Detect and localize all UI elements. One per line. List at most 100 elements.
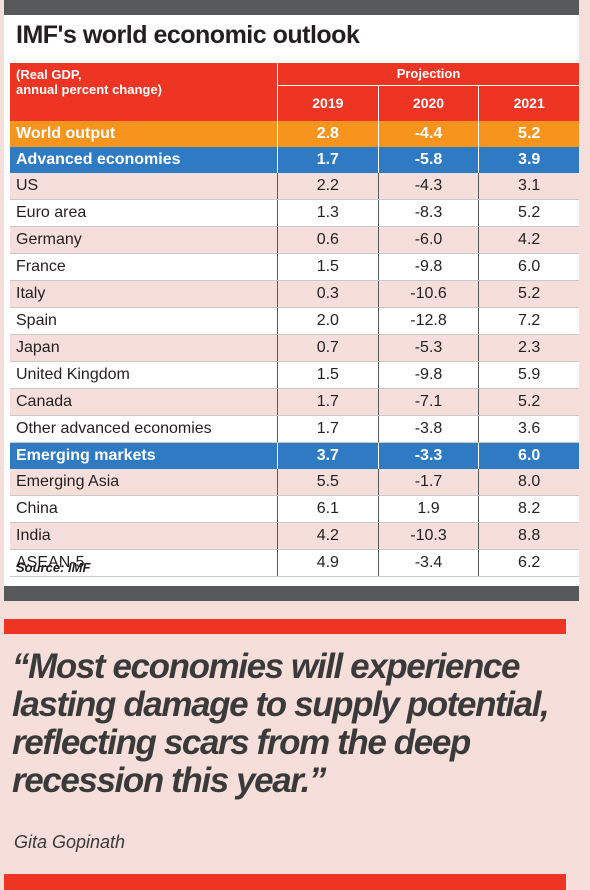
row-label: Emerging Asia [16,473,120,490]
row-value-2020: -3.3 [377,443,479,469]
quote-top-accent-bar [4,619,566,634]
row-value-2020: -5.3 [377,335,479,361]
row-label: Canada [16,393,73,410]
year-headers: 2019 2020 2021 [278,86,579,121]
bottom-divider-bar [4,586,579,601]
quote-bottom-accent-bar [4,874,566,890]
header-label-line1: (Real GDP, [16,67,82,82]
table-row: India 4.2 -10.3 8.8 [10,523,579,550]
row-value-2020: -3.4 [377,550,479,576]
row-value-2021: 3.1 [478,173,579,199]
row-value-2021: 8.0 [478,469,579,495]
row-value-2021: 5.2 [478,389,579,415]
row-value-2021: 5.2 [478,121,579,147]
row-value-2020: -10.6 [377,281,479,307]
row-value-2021: 4.2 [478,227,579,253]
table-row: US 2.2 -4.3 3.1 [10,173,579,200]
row-label: France [16,258,66,275]
year-header-2021: 2021 [478,86,579,121]
table-row: Emerging markets 3.7 -3.3 6.0 [10,443,579,469]
row-value-2019: 2.8 [277,121,378,147]
year-header-2020: 2020 [377,86,479,121]
row-value-2019: 0.7 [277,335,378,361]
row-value-2021: 3.9 [478,147,579,173]
row-label: World output [16,125,116,142]
table-row: Italy 0.3 -10.6 5.2 [10,281,579,308]
row-value-2020: -1.7 [377,469,479,495]
row-value-2020: -10.3 [377,523,479,549]
table-row: United Kingdom 1.5 -9.8 5.9 [10,362,579,389]
outlook-table-card: IMF's world economic outlook (Real GDP, … [4,15,579,586]
row-value-2021: 6.0 [478,443,579,469]
row-value-2021: 6.0 [478,254,579,280]
row-label: Spain [16,312,57,329]
table-row: Emerging Asia 5.5 -1.7 8.0 [10,469,579,496]
row-value-2019: 4.9 [277,550,378,576]
top-divider-bar [4,0,579,15]
row-label: Italy [16,285,46,302]
row-label: Euro area [16,204,87,221]
pull-quote: “Most economies will experience lasting … [12,647,550,800]
row-value-2019: 5.5 [277,469,378,495]
row-value-2020: -8.3 [377,200,479,226]
row-value-2020: -6.0 [377,227,479,253]
row-value-2019: 4.2 [277,523,378,549]
table-row: ASEAN-5 4.9 -3.4 6.2 [10,550,579,577]
table-row: China 6.1 1.9 8.2 [10,496,579,523]
header-label-line2: annual percent change) [16,82,162,97]
header-label: (Real GDP, annual percent change) [10,63,277,121]
row-value-2020: -9.8 [377,362,479,388]
row-value-2020: 1.9 [377,496,479,522]
projection-title: Projection [278,63,579,86]
row-value-2019: 1.3 [277,200,378,226]
row-value-2020: -5.8 [377,147,479,173]
row-value-2019: 1.7 [277,416,378,442]
table-row: Japan 0.7 -5.3 2.3 [10,335,579,362]
row-label: Emerging markets [16,447,156,464]
table-row: Spain 2.0 -12.8 7.2 [10,308,579,335]
row-label: Japan [16,339,60,356]
row-value-2019: 2.0 [277,308,378,334]
page-title: IMF's world economic outlook [16,21,360,49]
row-label: China [16,500,58,517]
row-value-2019: 1.7 [277,389,378,415]
row-value-2020: -9.8 [377,254,479,280]
table-row: Euro area 1.3 -8.3 5.2 [10,200,579,227]
table-row: Other advanced economies 1.7 -3.8 3.6 [10,416,579,443]
row-value-2020: -4.3 [377,173,479,199]
row-value-2021: 2.3 [478,335,579,361]
table-row: Canada 1.7 -7.1 5.2 [10,389,579,416]
row-label: India [16,527,51,544]
row-value-2020: -3.8 [377,416,479,442]
table-row: Advanced economies 1.7 -5.8 3.9 [10,147,579,173]
row-value-2021: 6.2 [478,550,579,576]
quote-author: Gita Gopinath [14,832,126,852]
row-value-2021: 5.2 [478,200,579,226]
table-body: World output 2.8 -4.4 5.2 Advanced economies… [10,121,579,577]
row-value-2019: 3.7 [277,443,378,469]
row-value-2021: 8.8 [478,523,579,549]
row-value-2020: -7.1 [377,389,479,415]
row-value-2021: 5.9 [478,362,579,388]
row-label: Other advanced economies [16,420,212,437]
row-value-2019: 1.5 [277,362,378,388]
row-value-2021: 7.2 [478,308,579,334]
row-value-2021: 8.2 [478,496,579,522]
row-value-2019: 6.1 [277,496,378,522]
row-label: Advanced economies [16,151,181,168]
year-header-2019: 2019 [312,95,344,111]
row-value-2019: 2.2 [277,173,378,199]
row-value-2021: 5.2 [478,281,579,307]
table-row: France 1.5 -9.8 6.0 [10,254,579,281]
row-label: US [16,177,39,194]
row-label: Germany [16,231,82,248]
source-note: Source: IMF [16,560,91,575]
row-value-2019: 0.6 [277,227,378,253]
row-label: United Kingdom [16,366,130,383]
row-value-2020: -12.8 [377,308,479,334]
row-value-2019: 1.7 [277,147,378,173]
gdp-table: (Real GDP, annual percent change) Projec… [10,63,579,577]
projection-header: Projection 2019 2020 2021 [277,63,579,121]
row-value-2019: 1.5 [277,254,378,280]
row-value-2019: 0.3 [277,281,378,307]
